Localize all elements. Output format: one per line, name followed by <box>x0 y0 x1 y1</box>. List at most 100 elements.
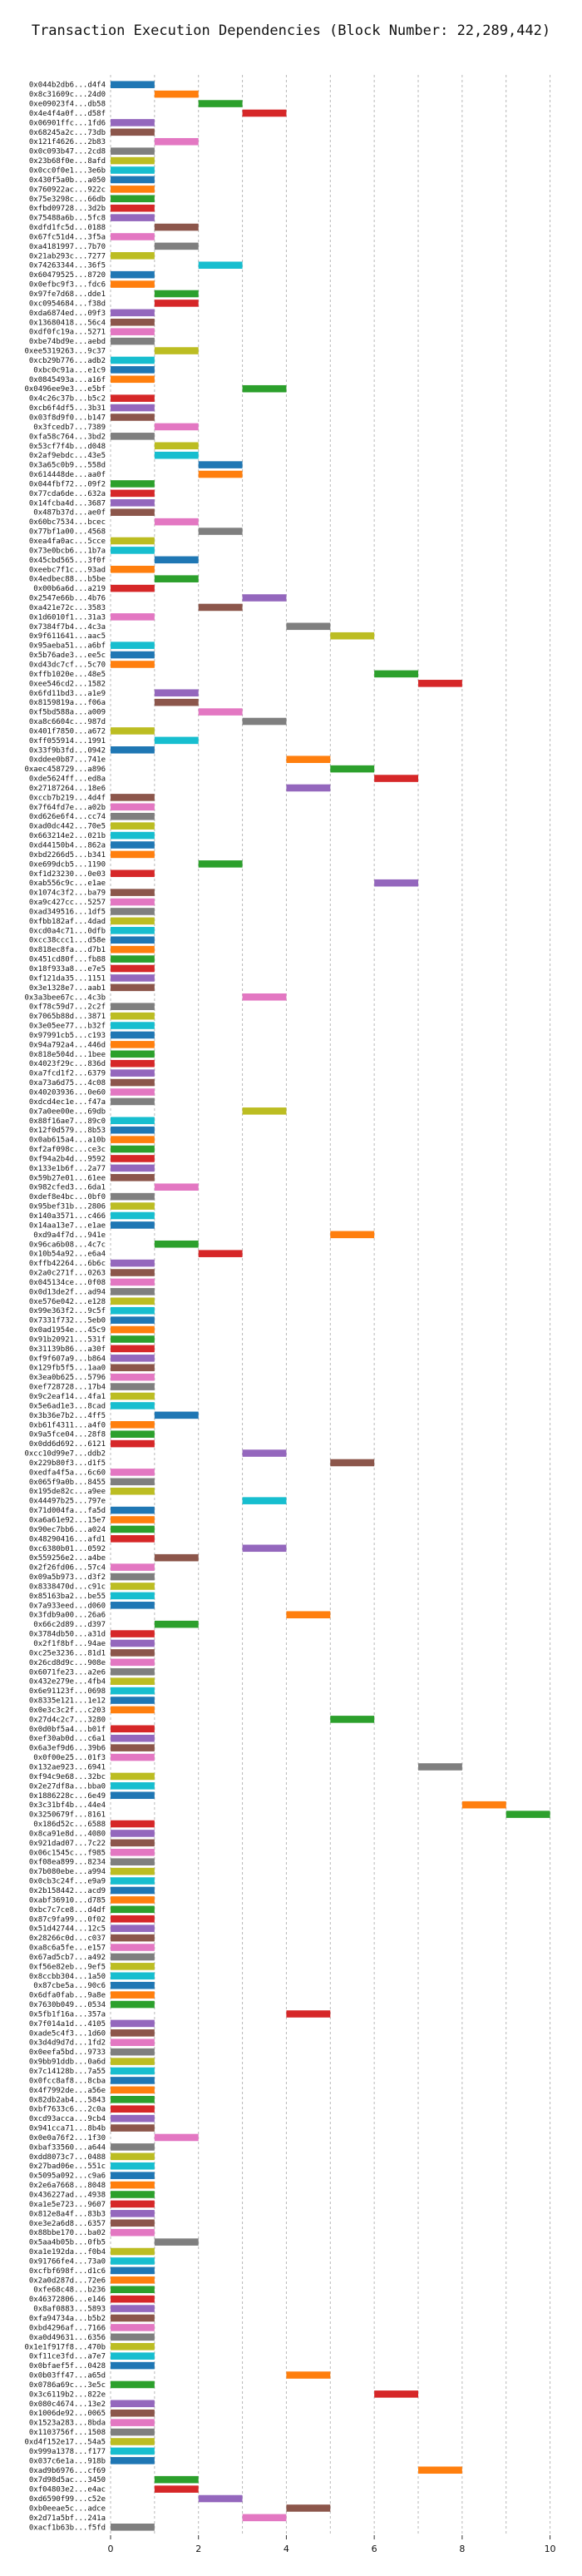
transaction-bar <box>111 2172 155 2179</box>
transaction-bar <box>111 2286 155 2294</box>
transaction-label: 0x0efbc9f3...fdc6 <box>29 281 106 290</box>
transaction-bar <box>111 2095 155 2103</box>
transaction-bar <box>506 1811 550 1818</box>
transaction-label: 0x96ca6b08...4c7c <box>29 1241 106 1249</box>
transaction-bar <box>111 1487 155 1495</box>
transaction-bar <box>111 727 155 735</box>
transaction-label: 0xa73a6d75...4c08 <box>29 1079 106 1087</box>
transaction-bar <box>111 233 155 240</box>
transaction-bar <box>111 1430 155 1438</box>
transaction-label: 0x31139b86...a30f <box>29 1345 106 1354</box>
transaction-bar <box>286 784 331 792</box>
transaction-bar <box>111 1839 155 1847</box>
transaction-label: 0x82db2ab4...5843 <box>29 2096 106 2104</box>
transaction-label: 0xad9b6976...cf69 <box>29 2467 106 2475</box>
transaction-bar <box>111 1697 155 1704</box>
transaction-label: 0x28266c0d...c037 <box>29 1934 106 1943</box>
transaction-label: 0xf04803e2...e4ac <box>29 2486 106 2494</box>
transaction-label: 0x3250679f...8161 <box>29 1811 106 1820</box>
transaction-bar <box>111 746 155 754</box>
transaction-bar <box>111 1972 155 1980</box>
transaction-label: 0x53cf7f4b...d048 <box>29 443 106 451</box>
transaction-label: 0x982cfed3...6da1 <box>29 1184 106 1192</box>
transaction-bar <box>111 547 155 554</box>
transaction-bar <box>286 2504 331 2512</box>
transaction-bar <box>418 2466 462 2474</box>
transaction-label: 0xcc38ccc1...d58e <box>29 937 106 945</box>
transaction-label: 0xfbd09728...3d2b <box>29 205 106 213</box>
transaction-bar <box>111 1981 155 1989</box>
transaction-label: 0xf1d23230...0e03 <box>29 870 106 879</box>
transaction-bar <box>111 1097 155 1106</box>
transaction-label: 0x59b27e01...61ee <box>29 1174 106 1182</box>
transaction-label: 0x95bef31b...2806 <box>29 1203 106 1211</box>
transaction-label: 0x3e05ee77...b32f <box>29 1023 106 1031</box>
transaction-label: 0x71d004fa...fa5d <box>29 1507 106 1515</box>
transaction-bar <box>111 889 155 896</box>
transaction-bar <box>418 680 462 687</box>
transaction-label: 0x0845493a...a16f <box>29 376 106 384</box>
transaction-bar <box>111 1573 155 1581</box>
transaction-bar <box>111 1345 155 1353</box>
transaction-label: 0xa4181997...7b70 <box>29 243 106 251</box>
transaction-bar <box>111 1031 155 1039</box>
transaction-bar <box>198 2494 243 2503</box>
transaction-bar <box>111 917 155 925</box>
transaction-label: 0x818e504d...1bee <box>29 1051 106 1059</box>
transaction-label: 0x7f014a1d...4105 <box>29 2020 106 2029</box>
transaction-label: 0xe576e042...e128 <box>29 1298 106 1306</box>
transaction-label: 0x8c31609c...24d0 <box>29 91 106 99</box>
transaction-bar <box>242 384 287 393</box>
transaction-bar <box>111 2114 155 2123</box>
transaction-bar <box>111 414 155 421</box>
transaction-bar <box>111 81 155 88</box>
transaction-bar <box>111 1725 155 1733</box>
transaction-label: 0x95aeba51...a6bf <box>29 642 106 651</box>
transaction-bar <box>286 755 331 763</box>
transaction-bar <box>111 1639 155 1647</box>
transaction-label: 0x4f7992de...a56e <box>29 2087 106 2095</box>
transaction-label: 0x6fd11bd3...a1e9 <box>29 690 106 698</box>
transaction-bar <box>111 584 155 592</box>
transaction-bar <box>330 1459 375 1467</box>
transaction-label: 0x9a5fce04...28f8 <box>29 1431 106 1439</box>
transaction-bar <box>154 698 199 706</box>
x-tick-label: 8 <box>459 2544 465 2554</box>
transaction-bar <box>111 1373 155 1381</box>
transaction-label: 0x4edbec88...b5be <box>29 576 106 584</box>
transaction-bar <box>242 1497 287 1504</box>
transaction-label: 0xe09023f4...db58 <box>29 101 106 109</box>
transaction-bar <box>111 1915 155 1923</box>
transaction-bar <box>374 775 418 782</box>
transaction-label: 0xcc10d99e7...ddb2 <box>24 1450 106 1459</box>
transaction-bar <box>111 2067 155 2075</box>
transaction-bar <box>154 1553 199 1562</box>
transaction-label: 0x229b80f3...d1f5 <box>29 1459 106 1468</box>
transaction-bar <box>111 2058 155 2065</box>
transaction-bar <box>154 518 199 526</box>
transaction-bar <box>286 1611 331 1619</box>
transaction-bar <box>330 632 375 640</box>
transaction-label: 0x941cca71...8b4b <box>29 2125 106 2133</box>
transaction-bar <box>111 537 155 545</box>
transaction-bar <box>154 290 199 298</box>
grid-lines <box>110 75 551 2535</box>
transaction-label: 0x97991cb5...c193 <box>29 1032 106 1040</box>
transaction-label: 0x0d0bf5a4...b01f <box>29 1726 106 1734</box>
transaction-label: 0x5aa4b05b...0fb5 <box>29 2239 106 2247</box>
transaction-label: 0xf5bd588a...a009 <box>29 709 106 717</box>
transaction-label: 0xf94c9e68...32bc <box>29 1773 106 1781</box>
transaction-bar <box>111 1867 155 1875</box>
transaction-label: 0x1103756f...1508 <box>29 2429 106 2437</box>
transaction-label: 0x2d71a5bf...241a <box>29 2514 106 2523</box>
transaction-label: 0xbe74bd9e...aebd <box>29 338 106 346</box>
transaction-bar <box>286 622 331 631</box>
transaction-label: 0x1e1f917f8...470b <box>24 2343 106 2351</box>
transaction-bar <box>111 1630 155 1637</box>
transaction-label: 0xcfbf698f...d1c6 <box>29 2267 106 2276</box>
transaction-label: 0x8159819a...f06a <box>29 699 106 707</box>
transaction-label: 0x045134ce...0f08 <box>29 1279 106 1287</box>
transaction-label: 0xf08ea899...8234 <box>29 1859 106 1867</box>
transaction-label: 0x432e279e...4fb4 <box>29 1678 106 1687</box>
transaction-bar <box>111 1820 155 1828</box>
